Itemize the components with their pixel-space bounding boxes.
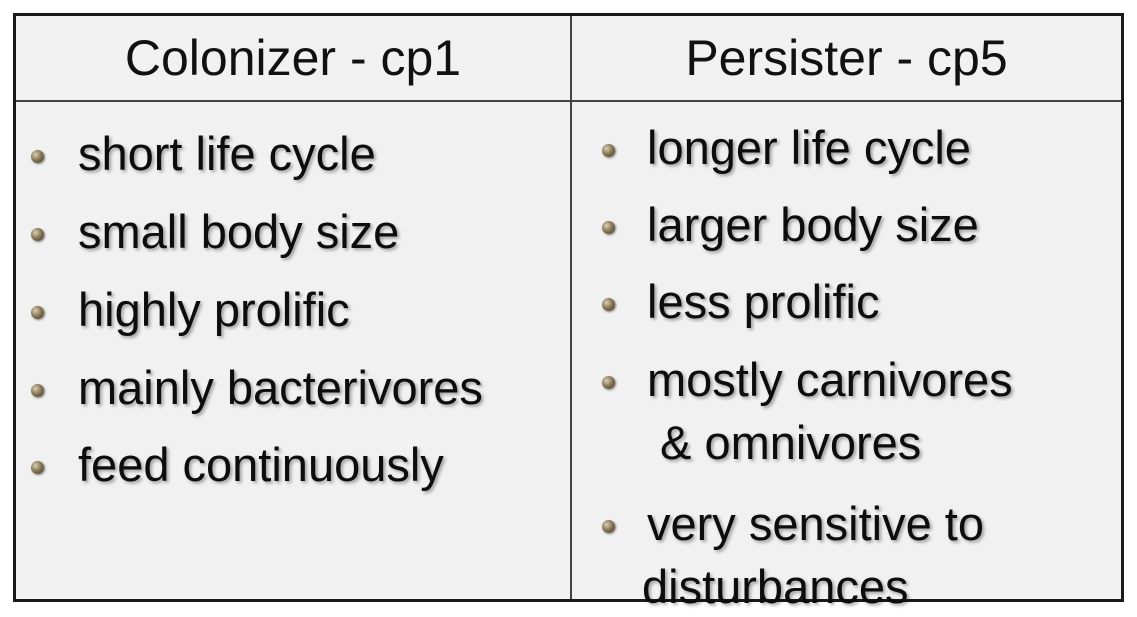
list-item-text: highly prolific bbox=[78, 283, 350, 336]
list-item-text: short life cycle bbox=[78, 127, 376, 180]
list-item-text-continued: disturbances bbox=[642, 560, 909, 613]
persister-header: Persister - cp5 bbox=[685, 30, 1008, 86]
bullet-icon bbox=[602, 298, 615, 311]
colonizer-header: Colonizer - cp1 bbox=[124, 30, 462, 86]
bullet-icon bbox=[31, 228, 44, 241]
column-divider bbox=[570, 16, 572, 599]
bullet-icon bbox=[31, 306, 44, 319]
bullet-icon bbox=[602, 221, 615, 234]
bullet-icon bbox=[31, 461, 44, 474]
bullet-icon bbox=[31, 384, 44, 397]
list-item-text: longer life cycle bbox=[647, 121, 971, 174]
comparison-table: Colonizer - cp1 Persister - cp5 short li… bbox=[13, 13, 1124, 613]
list-item-text: mostly carnivores bbox=[647, 353, 1013, 406]
bullet-icon bbox=[602, 144, 615, 157]
list-item-text: feed continuously bbox=[78, 438, 444, 491]
list-item-text: mainly bacterivores bbox=[78, 361, 483, 414]
header-divider bbox=[16, 100, 1121, 102]
list-item-text: larger body size bbox=[647, 198, 979, 251]
list-item-text: small body size bbox=[78, 205, 400, 258]
bullet-icon bbox=[602, 520, 615, 533]
list-item-text-continued: & omnivores bbox=[647, 416, 922, 469]
bullet-icon bbox=[31, 150, 44, 163]
list-item-text: very sensitive to bbox=[647, 497, 984, 550]
list-item-text: less prolific bbox=[647, 275, 880, 328]
bullet-icon bbox=[602, 376, 615, 389]
